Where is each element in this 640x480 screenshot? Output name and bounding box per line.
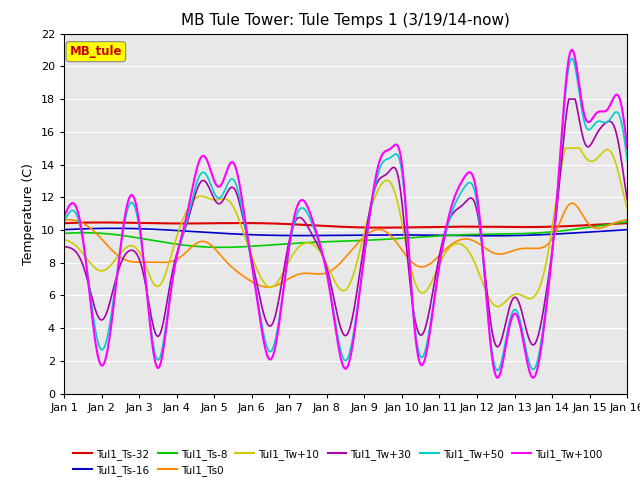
Text: MB_tule: MB_tule	[70, 45, 122, 58]
Y-axis label: Temperature (C): Temperature (C)	[22, 163, 35, 264]
Title: MB Tule Tower: Tule Temps 1 (3/19/14-now): MB Tule Tower: Tule Temps 1 (3/19/14-now…	[181, 13, 510, 28]
Legend: Tul1_Ts-32, Tul1_Ts-16, Tul1_Ts-8, Tul1_Ts0, Tul1_Tw+10, Tul1_Tw+30, Tul1_Tw+50,: Tul1_Ts-32, Tul1_Ts-16, Tul1_Ts-8, Tul1_…	[69, 445, 606, 480]
